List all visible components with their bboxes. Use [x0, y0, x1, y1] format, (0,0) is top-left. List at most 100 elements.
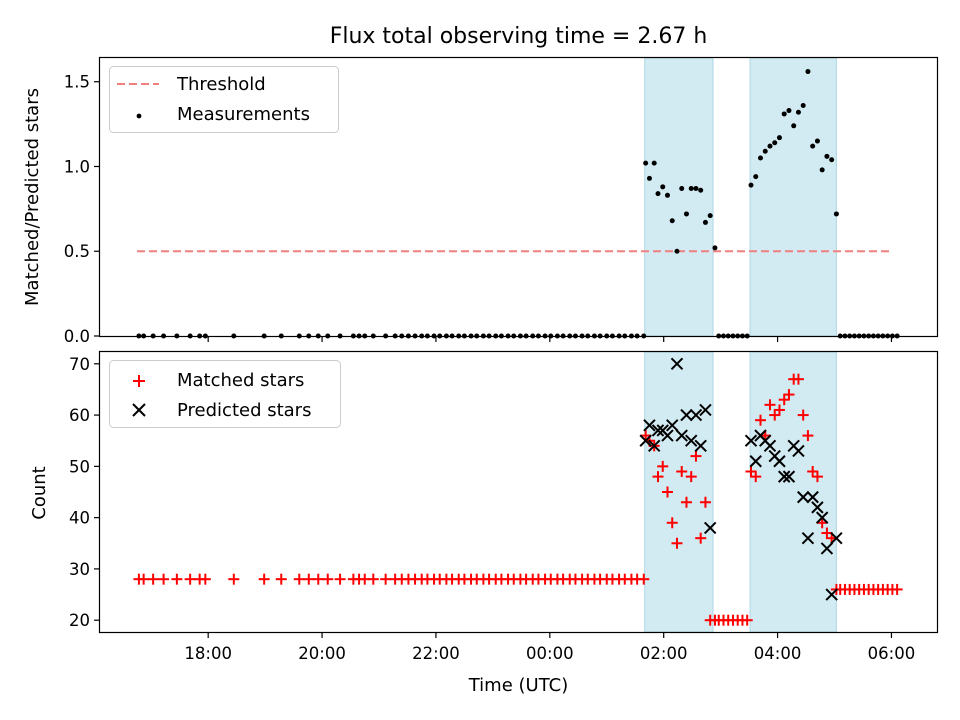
y-tick-label: 1.5: [64, 73, 90, 92]
legend-predicted-swatch: [132, 403, 146, 417]
predicted-stars-point: [744, 434, 758, 447]
matched-stars-point: [184, 573, 196, 585]
predicted-stars-point: [675, 429, 688, 442]
predicted-stars-point: [647, 439, 661, 453]
measurement-point: [712, 245, 718, 251]
predicted-stars-point: [651, 424, 665, 437]
matched-stars-point: [778, 394, 790, 406]
matched-stars-point: [685, 471, 697, 483]
matched-stars-point: [147, 573, 159, 585]
matched-stars-point: [661, 486, 673, 498]
measurement-point: [669, 218, 675, 224]
measurement-point: [702, 219, 708, 225]
matched-stars-point: [199, 573, 211, 585]
matched-stars-point: [797, 409, 809, 421]
matched-stars-point: [891, 583, 903, 595]
predicted-stars-point: [639, 434, 652, 447]
measurement-point: [776, 135, 782, 141]
shaded-interval-1: [644, 57, 714, 337]
measurement-point: [664, 192, 670, 198]
bottom-y-axis-label: Count: [29, 466, 50, 519]
x-tick-label: 02:00: [640, 644, 688, 663]
chart-title: Flux total observing time = 2.67 h: [330, 24, 708, 49]
y-tick-label: 0.0: [64, 327, 90, 346]
measurement-point: [791, 123, 797, 129]
x-tick-label: 18:00: [184, 644, 232, 663]
matched-stars-point: [783, 389, 795, 401]
matched-stars-point: [275, 573, 287, 585]
bottom-panel: 20 30 40 50 60 70 18:00 20:00 22:00 00:00 02:00 04…: [29, 350, 939, 696]
measurement-point: [762, 148, 768, 154]
top-y-axis-label: Matched/Predicted stars: [22, 88, 43, 306]
legend-matched-swatch: [133, 375, 145, 387]
y-tick-label: 1.0: [64, 157, 90, 176]
x-tick-label: 06:00: [868, 644, 916, 663]
measurement-point: [824, 153, 830, 159]
measurement-point: [698, 187, 704, 193]
predicted-stars-point: [699, 403, 712, 417]
x-tick-label: 22:00: [412, 644, 460, 663]
x-tick-label: 20:00: [298, 644, 346, 663]
matched-stars-point: [750, 471, 762, 483]
y-tick-label: 50: [69, 457, 90, 476]
predicted-stars-point: [661, 429, 674, 442]
predicted-stars-point: [778, 470, 791, 483]
y-tick-label: 20: [69, 611, 90, 630]
matched-stars-point: [657, 460, 669, 472]
shaded-interval-2: [749, 351, 837, 633]
matched-stars-point: [303, 573, 315, 585]
matched-stars-point: [773, 404, 785, 416]
matched-stars-point: [811, 471, 823, 483]
predicted-stars-point: [815, 511, 829, 524]
matched-stars-point: [638, 573, 650, 585]
measurement-point: [660, 184, 666, 190]
predicted-stars-point: [811, 501, 824, 514]
matched-stars-point: [293, 573, 305, 585]
bottom-legend-box: [109, 360, 341, 428]
measurement-point: [819, 167, 825, 173]
matched-stars-point: [699, 496, 711, 508]
bottom-y-axis-ticks: 20 30 40 50 60 70: [69, 355, 100, 630]
matched-stars-point: [312, 573, 324, 585]
top-y-axis-ticks: 0.0 0.5 1.0 1.5: [64, 73, 100, 346]
predicted-stars-point: [666, 419, 679, 432]
top-plot-frame: [98, 56, 939, 338]
shaded-interval-1: [644, 351, 714, 633]
matched-stars-point: [258, 573, 270, 585]
measurement-point: [757, 155, 763, 161]
matched-stars-point: [367, 573, 379, 585]
predicted-stars-point: [801, 531, 815, 545]
matched-stars-point: [802, 430, 814, 442]
matched-stars-point: [380, 573, 392, 585]
matched-stars-point: [764, 399, 776, 411]
y-tick-label: 40: [69, 509, 90, 528]
x-tick-label: 00:00: [526, 644, 574, 663]
y-tick-label: 70: [69, 355, 90, 374]
matched-stars-point: [807, 465, 819, 477]
measurement-point: [786, 108, 792, 114]
matched-stars-point: [792, 373, 804, 385]
measurement-point: [748, 182, 754, 188]
matched-stars-point: [138, 573, 150, 585]
measurement-point: [679, 186, 685, 192]
measurement-point: [805, 69, 811, 75]
matched-stars-point: [171, 573, 183, 585]
matched-stars-point: [671, 537, 683, 549]
predicted-stars-point: [773, 455, 786, 468]
legend-measurements-swatch: [136, 113, 142, 119]
measurement-point: [683, 211, 689, 217]
predicted-stars-point: [820, 542, 834, 555]
matched-stars-point: [666, 517, 678, 529]
predicted-stars-point: [689, 408, 703, 422]
matched-stars-point: [769, 409, 781, 421]
matched-stars-point: [754, 414, 766, 426]
measurement-point: [814, 138, 820, 144]
predicted-stars-point: [643, 419, 656, 432]
bottom-shaded-intervals: [644, 351, 837, 633]
predicted-stars-point: [670, 357, 684, 371]
matched-stars-point: [676, 465, 688, 477]
predicted-stars-point: [792, 444, 805, 458]
predicted-stars-point: [796, 490, 810, 504]
y-tick-label: 0.5: [64, 242, 90, 261]
